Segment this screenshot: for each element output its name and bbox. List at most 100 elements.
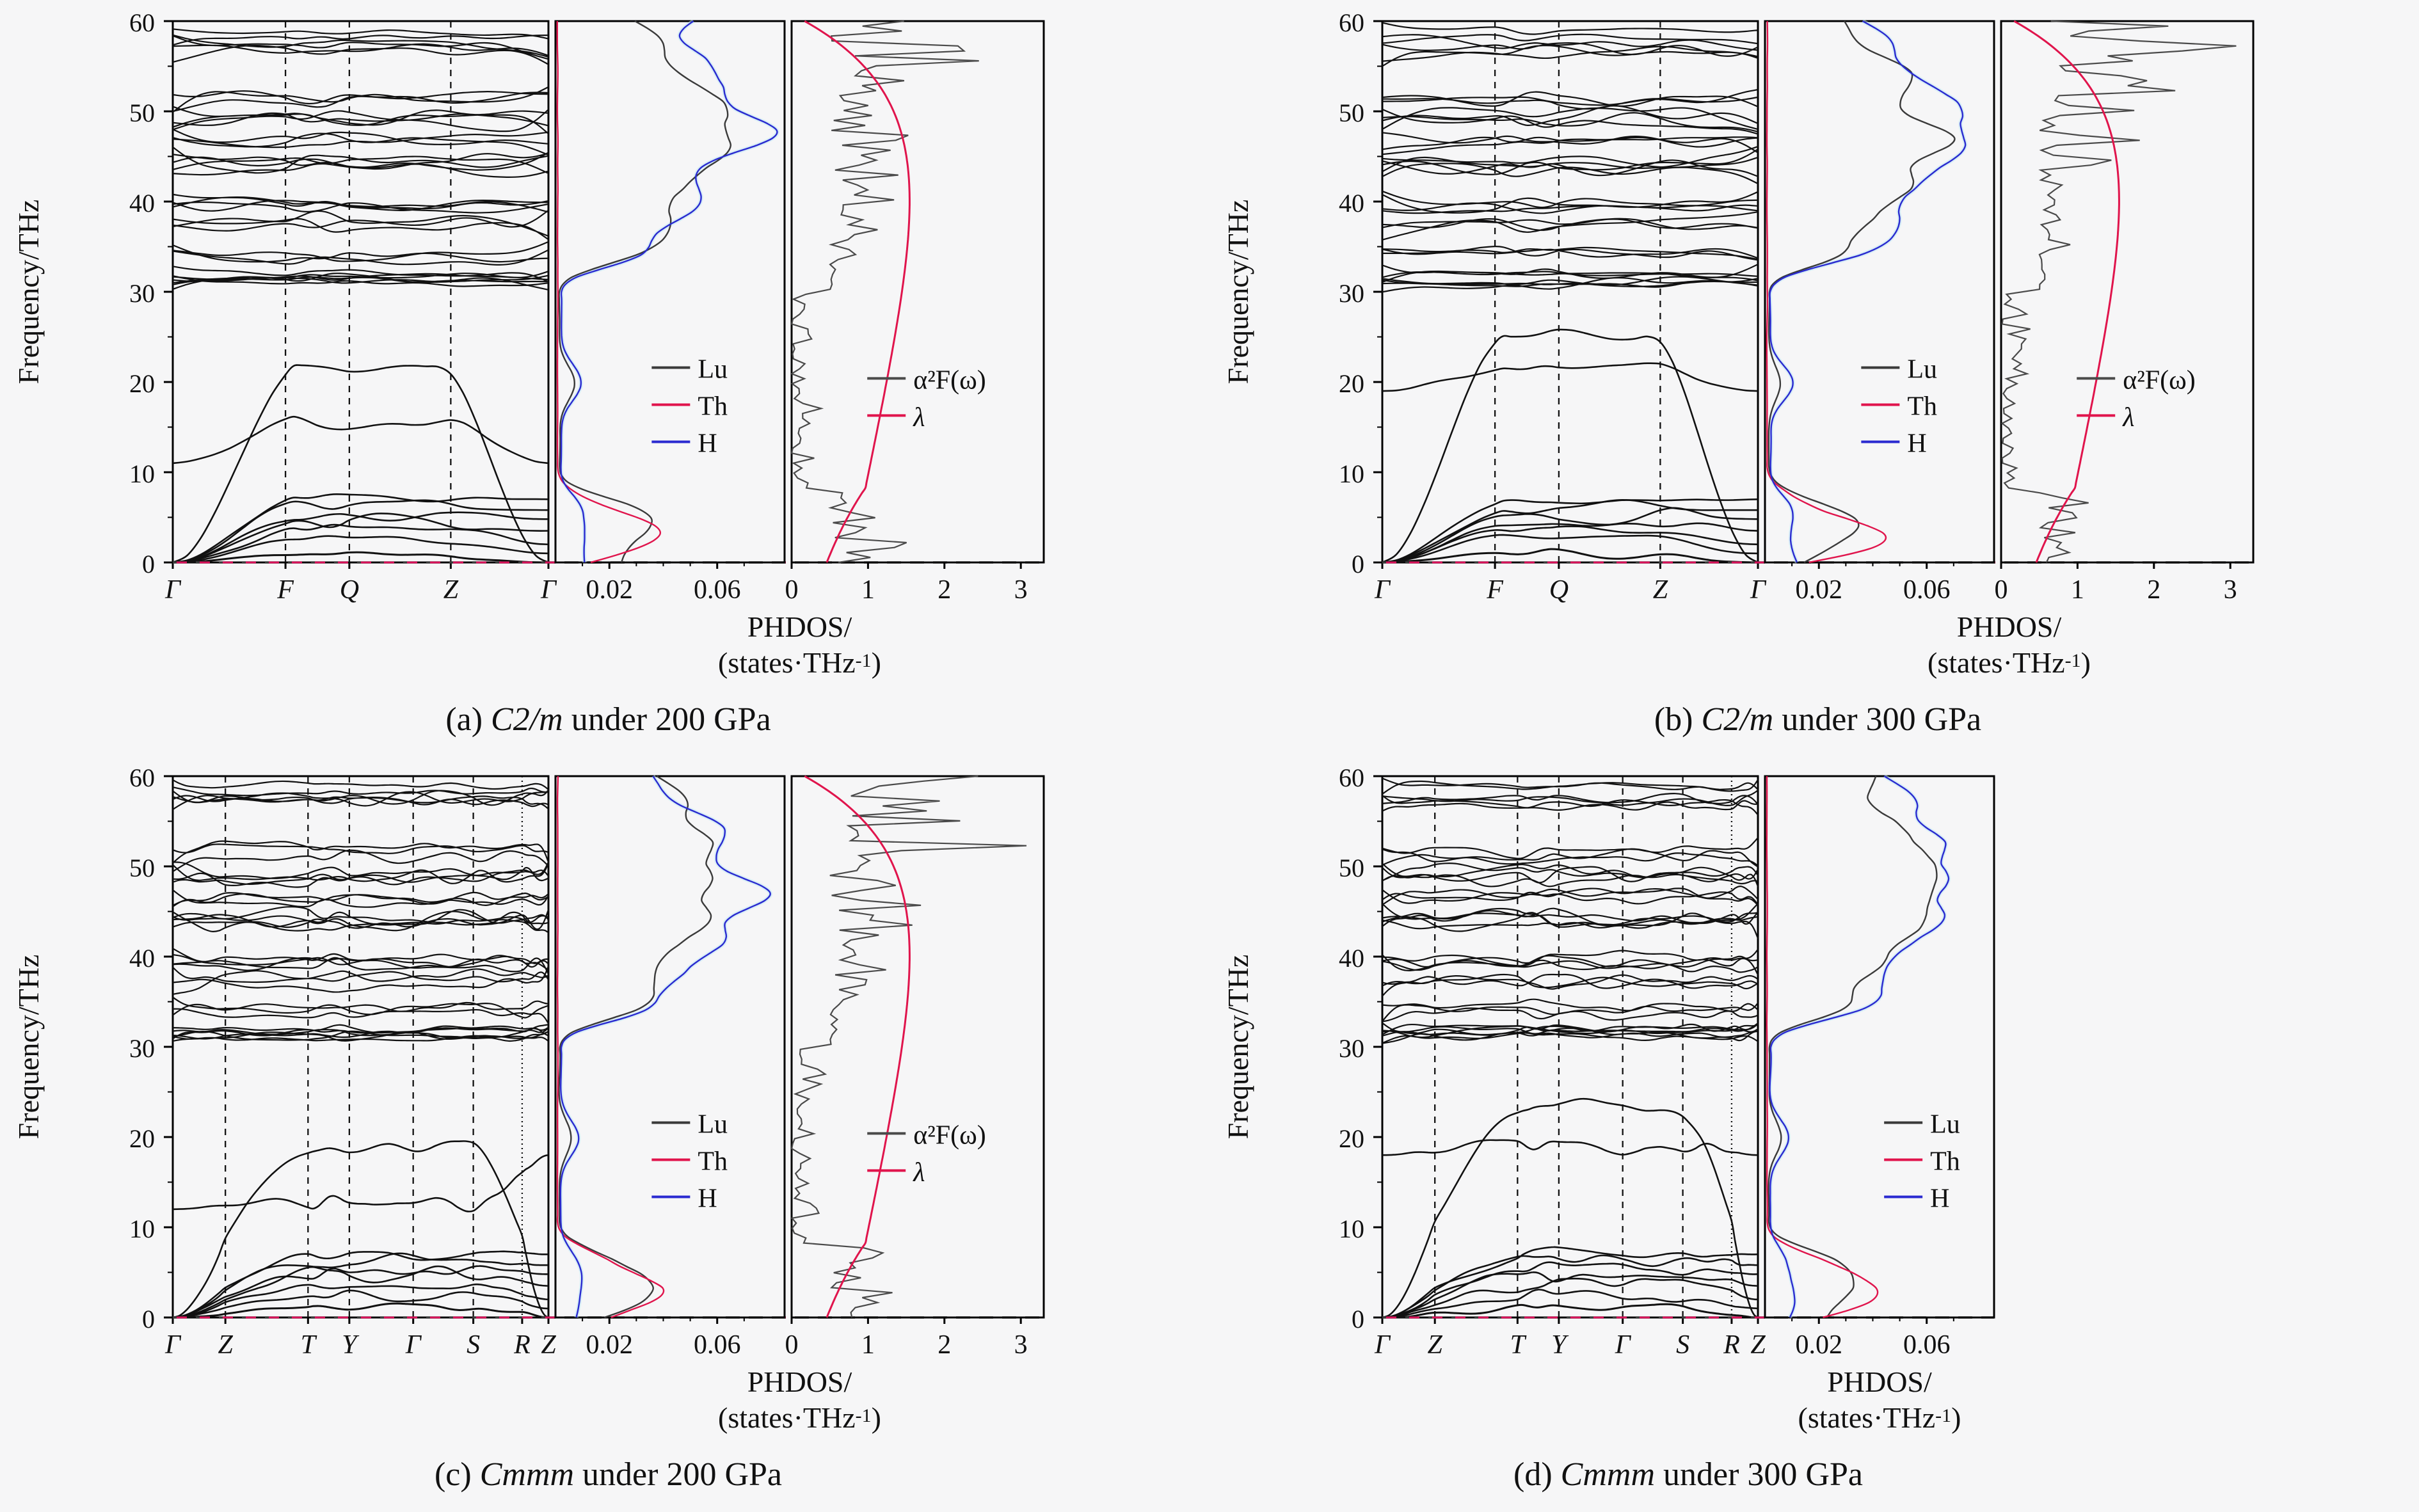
svg-text:0.06: 0.06 bbox=[694, 1330, 741, 1360]
svg-text:40: 40 bbox=[1339, 189, 1364, 218]
svg-text:R: R bbox=[1723, 1330, 1740, 1360]
svg-text:1: 1 bbox=[861, 1330, 875, 1360]
svg-text:2: 2 bbox=[2147, 575, 2160, 605]
svg-text:λ: λ bbox=[2121, 402, 2134, 432]
svg-text:1: 1 bbox=[861, 575, 875, 605]
svg-text:0.02: 0.02 bbox=[1795, 575, 1842, 605]
svg-text:Γ: Γ bbox=[540, 575, 557, 605]
svg-text:20: 20 bbox=[129, 369, 155, 398]
svg-text:H: H bbox=[1907, 429, 1926, 458]
svg-text:S: S bbox=[1676, 1330, 1689, 1360]
svg-text:R: R bbox=[513, 1330, 531, 1360]
svg-text:F: F bbox=[276, 575, 294, 605]
svg-text:3: 3 bbox=[2224, 575, 2237, 605]
svg-text:20: 20 bbox=[129, 1124, 155, 1153]
svg-text:Th: Th bbox=[1930, 1147, 1960, 1176]
svg-text:λ: λ bbox=[912, 402, 925, 432]
svg-text:Frequency/THz: Frequency/THz bbox=[12, 200, 45, 385]
svg-text:Z: Z bbox=[1653, 575, 1668, 605]
svg-text:20: 20 bbox=[1339, 1124, 1364, 1153]
svg-text:Γ: Γ bbox=[1374, 575, 1391, 605]
svg-text:Q: Q bbox=[1549, 575, 1569, 605]
svg-text:Lu: Lu bbox=[1930, 1110, 1960, 1139]
svg-text:α²F(ω): α²F(ω) bbox=[913, 1120, 986, 1150]
svg-text:60: 60 bbox=[129, 8, 155, 37]
svg-text:Th: Th bbox=[698, 1147, 728, 1176]
svg-text:0.06: 0.06 bbox=[1903, 1330, 1951, 1360]
svg-text:PHDOS/: PHDOS/ bbox=[1957, 610, 2062, 643]
svg-text:30: 30 bbox=[1339, 279, 1364, 308]
svg-text:α²F(ω): α²F(ω) bbox=[2123, 365, 2196, 395]
svg-text:Frequency/THz: Frequency/THz bbox=[1222, 200, 1254, 385]
svg-text:20: 20 bbox=[1339, 369, 1364, 398]
svg-text:Γ: Γ bbox=[1615, 1330, 1632, 1360]
svg-text:T: T bbox=[301, 1330, 317, 1360]
svg-text:Γ: Γ bbox=[164, 1330, 182, 1360]
svg-text:F: F bbox=[1486, 575, 1503, 605]
svg-text:(a) C2/m under 200 GPa: (a) C2/m under 200 GPa bbox=[445, 701, 770, 738]
svg-text:0: 0 bbox=[1352, 1305, 1364, 1333]
svg-text:0: 0 bbox=[785, 575, 799, 605]
svg-text:H: H bbox=[698, 1184, 717, 1213]
svg-text:Γ: Γ bbox=[405, 1330, 422, 1360]
svg-text:Th: Th bbox=[1907, 392, 1937, 421]
svg-text:0.02: 0.02 bbox=[586, 575, 633, 605]
svg-text:30: 30 bbox=[1339, 1034, 1364, 1063]
svg-text:T: T bbox=[1510, 1330, 1527, 1360]
svg-text:0: 0 bbox=[142, 550, 155, 578]
svg-text:40: 40 bbox=[129, 944, 155, 973]
svg-text:50: 50 bbox=[1339, 854, 1364, 882]
svg-text:10: 10 bbox=[129, 1214, 155, 1243]
svg-text:40: 40 bbox=[129, 189, 155, 218]
svg-text:(d) Cmmm under 300 GPa: (d) Cmmm under 300 GPa bbox=[1513, 1456, 1863, 1493]
svg-text:Lu: Lu bbox=[1907, 354, 1937, 384]
svg-text:0: 0 bbox=[1995, 575, 2008, 605]
svg-text:10: 10 bbox=[1339, 1214, 1364, 1243]
svg-text:(c) Cmmm under 200 GPa: (c) Cmmm under 200 GPa bbox=[435, 1456, 782, 1493]
svg-text:10: 10 bbox=[1339, 459, 1364, 488]
svg-text:Q: Q bbox=[340, 575, 359, 605]
svg-text:Z: Z bbox=[218, 1330, 234, 1360]
svg-text:0: 0 bbox=[785, 1330, 799, 1360]
svg-text:30: 30 bbox=[129, 279, 155, 308]
svg-text:3: 3 bbox=[1014, 1330, 1028, 1360]
svg-text:PHDOS/: PHDOS/ bbox=[747, 610, 852, 643]
svg-text:Z: Z bbox=[1750, 1330, 1766, 1360]
svg-text:2: 2 bbox=[938, 1330, 951, 1360]
svg-text:Z: Z bbox=[1428, 1330, 1443, 1360]
svg-text:3: 3 bbox=[1014, 575, 1028, 605]
svg-text:Lu: Lu bbox=[698, 354, 728, 384]
svg-text:60: 60 bbox=[1339, 8, 1364, 37]
svg-text:α²F(ω): α²F(ω) bbox=[913, 365, 986, 395]
svg-text:Z: Z bbox=[541, 1330, 556, 1360]
svg-text:H: H bbox=[698, 429, 717, 458]
svg-text:50: 50 bbox=[129, 854, 155, 882]
svg-text:Frequency/THz: Frequency/THz bbox=[12, 955, 45, 1140]
svg-text:Frequency/THz: Frequency/THz bbox=[1222, 955, 1254, 1140]
svg-text:(b) C2/m under 300 GPa: (b) C2/m under 300 GPa bbox=[1654, 701, 1981, 738]
svg-text:60: 60 bbox=[129, 763, 155, 792]
svg-text:2: 2 bbox=[938, 575, 951, 605]
svg-text:λ: λ bbox=[912, 1158, 925, 1187]
svg-text:40: 40 bbox=[1339, 944, 1364, 973]
svg-text:0.06: 0.06 bbox=[694, 575, 741, 605]
svg-text:50: 50 bbox=[129, 99, 155, 127]
svg-text:PHDOS/: PHDOS/ bbox=[1827, 1365, 1932, 1398]
svg-text:0: 0 bbox=[142, 1305, 155, 1333]
svg-text:50: 50 bbox=[1339, 99, 1364, 127]
svg-text:Γ: Γ bbox=[1374, 1330, 1391, 1360]
svg-text:Γ: Γ bbox=[1750, 575, 1767, 605]
svg-text:Z: Z bbox=[443, 575, 459, 605]
svg-text:0.02: 0.02 bbox=[586, 1330, 633, 1360]
svg-text:1: 1 bbox=[2071, 575, 2084, 605]
svg-text:0: 0 bbox=[1352, 550, 1364, 578]
svg-text:0.02: 0.02 bbox=[1795, 1330, 1842, 1360]
svg-text:10: 10 bbox=[129, 459, 155, 488]
svg-text:Γ: Γ bbox=[164, 575, 182, 605]
svg-text:S: S bbox=[467, 1330, 480, 1360]
svg-text:0.06: 0.06 bbox=[1903, 575, 1951, 605]
svg-text:H: H bbox=[1930, 1184, 1949, 1213]
svg-text:Th: Th bbox=[698, 392, 728, 421]
svg-text:PHDOS/: PHDOS/ bbox=[747, 1365, 852, 1398]
svg-text:60: 60 bbox=[1339, 763, 1364, 792]
